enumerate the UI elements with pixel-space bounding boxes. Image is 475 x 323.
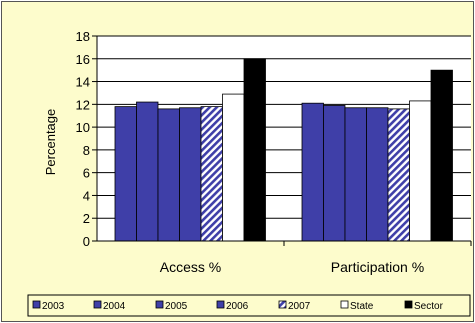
bars <box>114 58 453 242</box>
bar-2003-participation <box>301 102 324 242</box>
legend-swatch-2006 <box>216 300 225 309</box>
legend-label-sector: Sector <box>414 301 444 312</box>
y-axis-title: Percentage <box>43 109 58 176</box>
bar-2005-access <box>157 108 180 242</box>
y-tick-label: 16 <box>76 52 90 67</box>
bar-2007-participation <box>387 108 410 242</box>
chart-svg: 0 2 4 6 8 10 12 14 16 18 Access % Participation % P… <box>27 29 472 317</box>
y-tick-label: 18 <box>76 29 90 44</box>
bar-sector-participation <box>430 69 453 242</box>
legend-label-2005: 2005 <box>165 301 188 312</box>
y-tick-label: 12 <box>76 97 90 112</box>
y-tick-label: 14 <box>76 75 90 90</box>
legend-box <box>27 294 471 317</box>
bar-2007-access <box>200 106 223 242</box>
legend: 2003 2004 2005 2006 2007 State Sector <box>27 294 471 317</box>
legend-label-2006: 2006 <box>226 301 249 312</box>
bar-2004-access <box>136 101 159 242</box>
x-category-label: Access % <box>160 259 221 275</box>
legend-swatch-2003 <box>32 300 41 309</box>
y-tick-label: 2 <box>83 211 90 226</box>
bar-2003-access <box>114 106 137 242</box>
legend-label-2007: 2007 <box>288 301 311 312</box>
legend-label-2003: 2003 <box>42 301 65 312</box>
legend-label-state: State <box>350 301 374 312</box>
bar-2005-participation <box>344 107 367 242</box>
bar-2006-access <box>179 107 202 242</box>
legend-swatch-sector <box>404 300 413 309</box>
y-tick-label: 10 <box>76 120 90 135</box>
x-category-label: Participation % <box>331 259 424 275</box>
legend-swatch-2007 <box>278 300 287 309</box>
bar-state-participation <box>409 100 432 242</box>
bar-state-access <box>222 93 245 242</box>
y-tick-label: 8 <box>83 143 90 158</box>
bar-sector-access <box>243 58 266 242</box>
legend-swatch-2004 <box>93 300 102 309</box>
legend-swatch-2005 <box>155 300 164 309</box>
y-tick-label: 0 <box>83 234 90 249</box>
y-tick-label: 6 <box>83 166 90 181</box>
axes: 0 2 4 6 8 10 12 14 16 18 Access % Participation % <box>76 29 472 275</box>
bar-2006-participation <box>366 107 389 242</box>
bar-2004-participation <box>323 105 346 242</box>
y-tick-label: 4 <box>83 188 90 203</box>
legend-label-2004: 2004 <box>103 301 126 312</box>
legend-swatch-state <box>340 300 349 309</box>
